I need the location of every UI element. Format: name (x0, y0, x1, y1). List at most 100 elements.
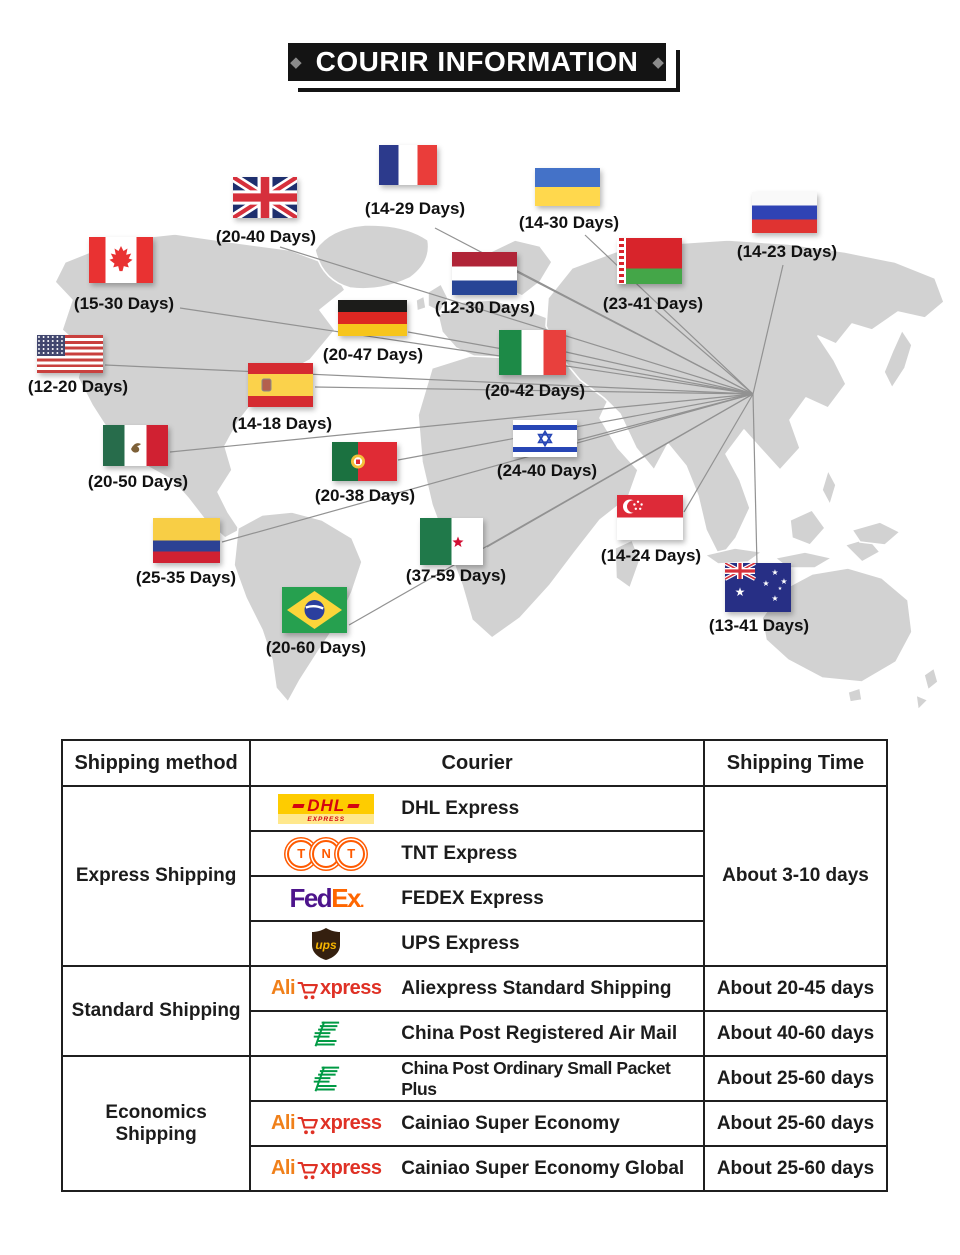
diamond-icon: ◆ (290, 53, 302, 71)
courier-name: Cainiao Super Economy Global (401, 1157, 685, 1179)
time-china-post-registered: About 40-60 days (702, 1010, 889, 1057)
flag-colombia (153, 518, 220, 563)
days-label-portugal: (20-38 Days) (314, 486, 416, 505)
table-row: Express Shipping DHL EXPRESS DHL Express… (60, 785, 889, 967)
courier-name: UPS Express (401, 932, 520, 954)
courier-name: Aliexpress Standard Shipping (401, 977, 672, 999)
flag-brazil (282, 587, 347, 633)
cart-icon (297, 981, 318, 1000)
flag-ukraine (535, 168, 600, 206)
courier-cell-cainiao-super-economy-global: Ali xpress Cainiao Super Economy Global (249, 1145, 705, 1192)
cart-icon (297, 1116, 318, 1135)
china-post-logo (313, 1065, 340, 1092)
time-express: About 3-10 days (702, 785, 889, 967)
flag-algeria (420, 518, 483, 565)
flag-russia (752, 192, 817, 233)
days-label-algeria: (37-59 Days) (405, 566, 507, 585)
svg-text:★: ★ (780, 577, 787, 586)
aliexpress-logo: Ali xpress (270, 1112, 382, 1135)
days-label-germany: (20-47 Days) (322, 345, 424, 364)
courier-name: DHL Express (401, 797, 520, 819)
ups-logo: ups (312, 927, 341, 960)
courier-name: Cainiao Super Economy (401, 1112, 620, 1134)
world-map (54, 224, 945, 711)
table-row: Economics Shipping China Post Ordinary S… (60, 1055, 889, 1192)
table-row: Standard Shipping Ali xpress Aliexpress … (60, 965, 889, 1057)
days-label-belarus: (23-41 Days) (602, 294, 704, 313)
method-standard-shipping: Standard Shipping (60, 965, 252, 1057)
table-row: Ali xpress Cainiao Super Economy About 2… (62, 1100, 889, 1147)
days-label-mexico: (20-50 Days) (87, 472, 189, 491)
flag-germany (338, 300, 407, 336)
days-label-ukraine: (14-30 Days) (518, 213, 620, 232)
days-label-colombia: (25-35 Days) (135, 568, 237, 587)
table-row: Ali xpress Cainiao Super Economy Global … (62, 1145, 889, 1192)
aliexpress-logo: Ali xpress (270, 977, 382, 1000)
days-label-brazil: (20-60 Days) (265, 638, 367, 657)
continents (54, 224, 945, 711)
flag-spain (248, 363, 313, 407)
courier-cell-china-post-ordinary: China Post Ordinary Small Packet Plus (249, 1055, 705, 1102)
svg-text:★: ★ (778, 586, 783, 592)
fedex-logo: FedEx. (289, 883, 364, 913)
flag-singapore (617, 495, 683, 540)
svg-text:★: ★ (771, 594, 778, 603)
days-label-russia: (14-23 Days) (736, 242, 838, 261)
svg-text:★: ★ (735, 585, 746, 599)
table-row: FedEx. FEDEX Express (62, 875, 887, 922)
svg-text:★: ★ (771, 568, 778, 577)
flag-belarus (617, 238, 682, 284)
diamond-icon: ◆ (652, 53, 664, 71)
days-label-australia: (13-41 Days) (708, 616, 810, 635)
days-label-usa: (12-20 Days) (27, 377, 129, 396)
flag-israel (513, 420, 577, 457)
time-aliexpress-standard: About 20-45 days (702, 965, 889, 1012)
flag-netherlands (452, 252, 517, 295)
flag-united-kingdom (233, 177, 297, 218)
courier-cell-cainiao-super-economy: Ali xpress Cainiao Super Economy (249, 1100, 705, 1147)
flag-italy (499, 330, 566, 375)
header-shipping-time: Shipping Time (702, 739, 889, 787)
aliexpress-logo: Ali xpress (270, 1157, 382, 1180)
days-label-spain: (14-18 Days) (231, 414, 333, 433)
flag-mexico (103, 425, 168, 466)
tnt-logo: T N T (287, 839, 366, 868)
method-economics-shipping: Economics Shipping (60, 1055, 252, 1192)
page-title: COURIR INFORMATION (315, 46, 639, 77)
cart-icon (297, 1161, 318, 1180)
flag-portugal (332, 442, 397, 481)
dhl-logo: DHL EXPRESS (278, 793, 375, 824)
china-post-logo (313, 1020, 340, 1047)
courier-cell-ups: ups UPS Express (249, 920, 705, 967)
shipping-table: Shipping method Courier Shipping Time Ex… (60, 739, 889, 1192)
table-row: T N T TNT Express (62, 830, 887, 877)
svg-text:★: ★ (762, 579, 769, 588)
courier-name: China Post Registered Air Mail (401, 1022, 678, 1044)
flag-usa (37, 335, 103, 373)
courier-cell-china-post-registered: China Post Registered Air Mail (249, 1010, 705, 1057)
flag-australia: ★ ★ ★ ★ ★ ★ (725, 563, 791, 612)
flag-canada (89, 237, 153, 283)
courier-name: China Post Ordinary Small Packet Plus (401, 1057, 671, 1099)
table-row: ups UPS Express (62, 920, 887, 967)
header-courier: Courier (249, 739, 705, 787)
table-row: China Post Registered Air Mail About 40-… (62, 1010, 889, 1057)
header-shipping-method: Shipping method (60, 739, 252, 787)
time-china-post-ordinary: About 25-60 days (702, 1055, 889, 1102)
days-label-france: (14-29 Days) (364, 199, 466, 218)
days-label-italy: (20-42 Days) (484, 381, 586, 400)
days-label-canada: (15-30 Days) (73, 294, 175, 313)
title-banner: ◆ COURIR INFORMATION ◆ (288, 43, 680, 92)
courier-name: FEDEX Express (401, 887, 544, 909)
method-express-shipping: Express Shipping (60, 785, 252, 967)
days-label-united-kingdom: (20-40 Days) (215, 227, 317, 246)
route-lines (104, 227, 784, 626)
flag-france (379, 145, 437, 185)
courier-cell-aliexpress-standard: Ali xpress Aliexpress Standard Shipping (249, 965, 705, 1012)
time-cainiao-super-economy-global: About 25-60 days (702, 1145, 889, 1192)
courier-cell-fedex: FedEx. FEDEX Express (249, 875, 705, 922)
time-cainiao-super-economy: About 25-60 days (702, 1100, 889, 1147)
svg-text:ups: ups (316, 938, 338, 952)
courier-cell-tnt: T N T TNT Express (249, 830, 705, 877)
